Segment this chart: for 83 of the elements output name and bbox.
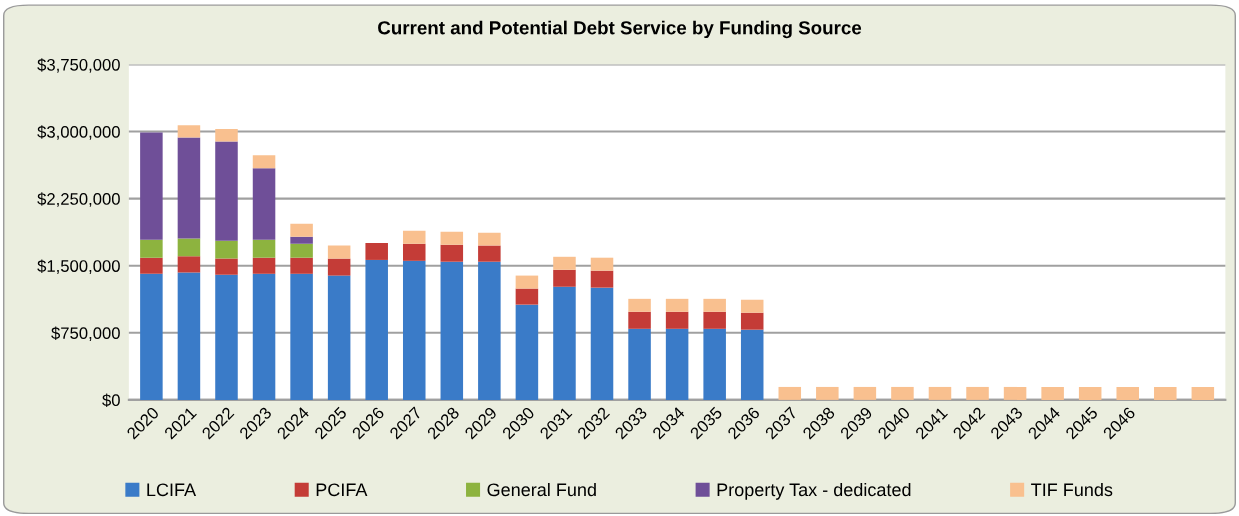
bar [553,269,576,287]
bar [1041,386,1064,400]
y-tick-label: $750,000 [51,326,120,341]
legend-label: Property Tax - dedicated [717,482,911,500]
bar [816,386,839,400]
bar [628,311,651,329]
bar [1116,386,1139,400]
bar [215,240,238,259]
bar [402,243,426,261]
bar [252,239,276,258]
y-tick-label: $3,750,000 [37,58,120,73]
bar [140,132,163,240]
bar [1191,386,1215,400]
bar [1078,386,1102,400]
bar [628,298,651,312]
bar [402,260,426,400]
bar [478,245,501,262]
bar [290,236,313,244]
bar [1154,386,1177,400]
y-tick-label: $0 [102,393,120,408]
bar [1003,386,1027,400]
bar [290,243,313,258]
bar [966,386,989,400]
bar [215,258,238,275]
bar [740,329,764,400]
bar [703,328,726,400]
bar [515,275,539,289]
bar [215,274,238,400]
legend-label: TIF Funds [1031,482,1113,497]
bar [177,125,201,138]
bar [252,257,276,274]
bar [665,311,689,329]
bar [327,245,351,259]
bar [628,328,651,400]
bar [290,273,313,400]
bar [703,298,726,312]
bar [252,273,276,400]
bar [365,259,388,400]
bar [252,155,276,169]
bar [402,230,426,244]
legend-label: PCIFA [316,483,368,497]
bar [215,128,238,142]
y-tick-label: $1,500,000 [37,259,120,274]
bar [740,299,764,313]
bar [928,386,952,400]
bar [177,256,201,273]
bar [778,386,802,400]
legend-label: General Fund [487,482,596,497]
bar [215,141,238,241]
bar [478,261,501,400]
bar [478,232,501,246]
bar [140,257,163,274]
bar [665,328,689,400]
bar [703,311,726,329]
bar [290,257,313,274]
legend-label: LCIFA [147,483,197,497]
y-tick-label: $2,250,000 [37,192,120,207]
bar [177,272,201,400]
bar [853,386,877,400]
bar [440,244,464,262]
bar [515,288,539,305]
bar [590,287,614,400]
y-tick-label: $3,000,000 [37,125,120,140]
bar [177,137,201,239]
bar [327,258,351,276]
bar [665,298,689,312]
bar [515,304,539,400]
bar [440,261,464,400]
chart-title: Current and Potential Debt Service by Funding Source [378,20,862,39]
bar [553,256,576,270]
bar [365,242,388,260]
bar [440,231,464,245]
bar [553,286,576,400]
bar [177,238,201,257]
bar [740,312,764,330]
bar [140,239,163,258]
bar [590,257,614,271]
bar [252,168,276,240]
bar [290,223,313,237]
bar [891,386,914,400]
bar [327,275,351,400]
bar [140,273,163,400]
bar [590,270,614,288]
